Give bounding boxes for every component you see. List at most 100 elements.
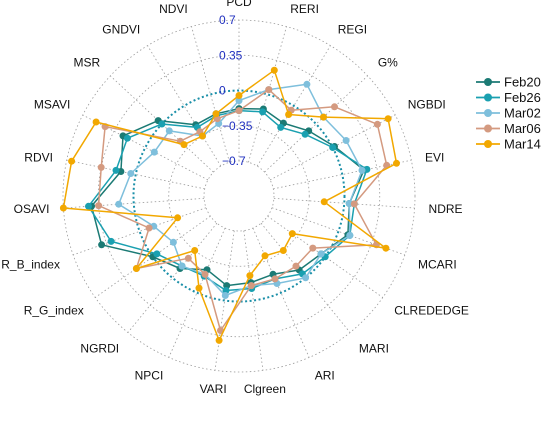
data-point bbox=[68, 157, 76, 165]
data-point bbox=[261, 252, 269, 260]
data-series bbox=[59, 66, 400, 344]
data-point bbox=[169, 238, 177, 246]
axis-label: REGI bbox=[338, 23, 367, 37]
data-point bbox=[285, 111, 293, 118]
axis-label: MSAVI bbox=[34, 98, 70, 112]
data-point bbox=[247, 282, 255, 290]
data-point bbox=[199, 132, 206, 140]
grid-spoke bbox=[73, 207, 207, 256]
data-point bbox=[184, 254, 192, 262]
data-point bbox=[331, 103, 338, 111]
data-point bbox=[277, 123, 285, 131]
legend-label: Mar06 bbox=[504, 121, 541, 136]
data-point bbox=[235, 97, 243, 105]
data-point bbox=[358, 166, 366, 174]
data-point bbox=[246, 272, 254, 280]
axis-label: MSR bbox=[73, 55, 100, 69]
data-point bbox=[212, 110, 220, 118]
data-point bbox=[346, 231, 354, 239]
legend-label: Feb20 bbox=[504, 75, 541, 90]
legend-label: Mar14 bbox=[504, 137, 541, 152]
data-point bbox=[317, 250, 325, 258]
legend-label: Feb26 bbox=[504, 90, 541, 105]
data-point bbox=[221, 292, 229, 299]
axis-label: PCD bbox=[226, 0, 252, 9]
data-point bbox=[265, 86, 273, 94]
data-point bbox=[384, 115, 392, 123]
grid-spoke bbox=[147, 45, 222, 167]
grid-ring bbox=[168, 125, 310, 267]
series-line bbox=[97, 88, 388, 332]
axis-label: G% bbox=[378, 55, 398, 69]
axis-label: MCARI bbox=[418, 258, 457, 272]
data-point bbox=[302, 274, 310, 282]
data-point bbox=[271, 275, 279, 283]
legend-swatch-marker bbox=[484, 93, 492, 102]
radial-tick-label: 0.35 bbox=[219, 48, 243, 62]
data-point bbox=[92, 118, 100, 126]
data-point bbox=[342, 137, 350, 144]
data-point bbox=[145, 224, 153, 232]
legend-label: Mar02 bbox=[504, 106, 541, 121]
data-point bbox=[95, 202, 103, 210]
legend-swatch-marker bbox=[484, 124, 492, 133]
zero-reference-circle bbox=[132, 89, 346, 303]
data-point bbox=[235, 92, 243, 99]
data-point bbox=[350, 200, 358, 208]
series-line bbox=[62, 69, 398, 342]
grid-ring bbox=[97, 54, 381, 338]
axis-label: NDVI bbox=[159, 2, 188, 16]
radial-tick-label: −0.35 bbox=[222, 119, 253, 133]
radial-tick-labels: 0.7 0.35 0 −0.35 −0.7 bbox=[219, 13, 253, 168]
data-point bbox=[288, 230, 296, 238]
grid-spoke bbox=[214, 230, 235, 371]
grid-ring bbox=[203, 160, 275, 232]
data-point bbox=[85, 202, 92, 210]
axis-label: R_B_index bbox=[1, 258, 60, 272]
axis-label: CLREDEDGE bbox=[394, 304, 469, 318]
axis-label: Clgreen bbox=[244, 382, 286, 396]
radial-tick-label: 0.7 bbox=[219, 13, 236, 27]
grid-spoke bbox=[260, 222, 351, 333]
data-point bbox=[373, 120, 381, 128]
legend-swatch-marker bbox=[484, 109, 492, 117]
data-point bbox=[127, 170, 135, 177]
data-point bbox=[112, 166, 120, 174]
data-point bbox=[158, 120, 166, 128]
data-point bbox=[201, 270, 209, 278]
series-line bbox=[90, 107, 365, 287]
grid-ring bbox=[62, 19, 416, 373]
axis-label: OSAVI bbox=[14, 202, 50, 216]
grid-spoke bbox=[243, 230, 264, 371]
data-point bbox=[270, 66, 278, 74]
data-point bbox=[59, 204, 67, 212]
data-point bbox=[132, 265, 140, 272]
series-line bbox=[87, 109, 368, 292]
data-point bbox=[153, 250, 161, 258]
data-point bbox=[180, 141, 188, 149]
data-point bbox=[259, 108, 267, 116]
data-point bbox=[98, 241, 106, 249]
data-point bbox=[97, 163, 105, 171]
axis-label: NPCI bbox=[135, 368, 164, 382]
grid-spoke bbox=[168, 227, 226, 358]
axis-label: NGBDI bbox=[408, 98, 446, 112]
data-point bbox=[309, 244, 317, 252]
axis-labels: PCD RERI REGI G% NGBDI EVI NDRE MCARI CLREDEDGE M… bbox=[1, 0, 469, 396]
radial-tick-label: −0.7 bbox=[222, 154, 246, 168]
axis-label: NDRE bbox=[429, 202, 463, 216]
data-point bbox=[191, 247, 199, 254]
data-point bbox=[150, 148, 158, 156]
legend-swatch-marker bbox=[484, 78, 492, 86]
data-point bbox=[165, 127, 173, 135]
series-line bbox=[117, 83, 363, 297]
axis-label: ARI bbox=[315, 368, 335, 382]
radial-tick-label: 0 bbox=[219, 84, 226, 98]
series-mar14 bbox=[59, 66, 400, 344]
axis-label: RERI bbox=[290, 2, 319, 16]
data-point bbox=[215, 336, 223, 344]
grid-spoke bbox=[252, 227, 310, 358]
data-point bbox=[107, 237, 115, 245]
